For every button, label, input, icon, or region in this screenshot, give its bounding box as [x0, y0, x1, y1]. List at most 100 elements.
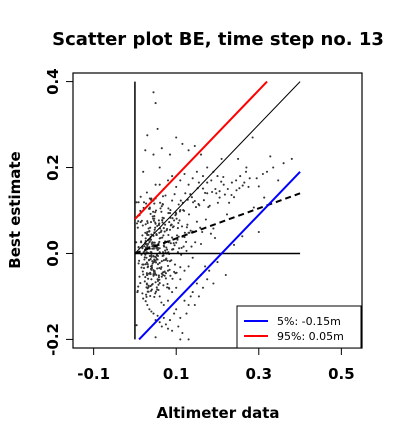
scatter-point [152, 219, 155, 222]
scatter-point [269, 155, 272, 158]
scatter-point [153, 270, 156, 273]
scatter-point [255, 177, 258, 180]
scatter-point [163, 270, 166, 273]
scatter-point [193, 144, 196, 148]
scatter-point [158, 166, 161, 169]
scatter-point [147, 265, 150, 268]
scatter-point [141, 292, 144, 295]
scatter-point [177, 221, 180, 225]
scatter-point [206, 166, 209, 169]
scatter-point [158, 247, 161, 250]
scatter-point [175, 217, 178, 220]
scatter-point [143, 245, 146, 248]
scatter-point [179, 209, 182, 212]
scatter-point [232, 196, 236, 199]
quantile-5-line [138, 171, 301, 341]
scatter-point [142, 263, 145, 266]
scatter-point [282, 162, 285, 165]
scatter-point [193, 199, 196, 203]
scatter-point [142, 297, 145, 300]
scatter-point [218, 196, 221, 199]
scatter-point [150, 278, 153, 281]
y-tick-label: 0.0 [44, 240, 62, 267]
scatter-point [187, 338, 190, 341]
scatter-point [146, 230, 149, 234]
scatter-point [156, 127, 159, 130]
scatter-point [167, 212, 170, 215]
scatter-point [190, 245, 193, 248]
scatter-point [290, 157, 293, 160]
scatter-point [143, 256, 146, 259]
chart-title: Scatter plot BE, time step no. 13 [52, 29, 384, 50]
scatter-point [210, 179, 213, 182]
scatter-point [201, 175, 205, 178]
scatter-point [199, 242, 203, 246]
y-tick-label: 0.4 [44, 68, 62, 95]
scatter-point [213, 236, 217, 240]
identity-line [134, 81, 301, 254]
scatter-point [208, 269, 211, 272]
scatter-point [149, 212, 152, 215]
scatter-point [142, 267, 146, 270]
scatter-point [201, 230, 204, 234]
scatter-point [156, 267, 159, 270]
scatter-point [141, 270, 144, 273]
scatter-point [215, 192, 218, 195]
scatter-point [206, 278, 209, 281]
scatter-point [166, 264, 170, 267]
y-tick-label: -0.2 [44, 323, 62, 356]
scatter-point [175, 212, 178, 215]
x-axis: -0.1 0.1 0.3 0.5 [77, 348, 355, 383]
scatter-point [157, 219, 160, 222]
scatter-point [175, 286, 178, 289]
scatter-point [135, 222, 139, 225]
scatter-point [146, 220, 149, 223]
scatter-point [252, 206, 255, 209]
scatter-point [162, 259, 165, 262]
scatter-point [146, 134, 149, 137]
scatter-point [147, 233, 150, 237]
scatter-point [225, 213, 229, 216]
scatter-point [180, 253, 183, 256]
scatter-point [222, 175, 225, 179]
scatter-point [204, 265, 207, 268]
scatter-point [151, 282, 154, 286]
scatter-point [164, 272, 167, 275]
scatter-point [206, 181, 209, 184]
scatter-point [190, 196, 193, 199]
scatter-point [157, 288, 160, 292]
scatter-point [137, 285, 140, 288]
scatter-point [183, 231, 186, 234]
scatter-point [143, 258, 146, 261]
scatter-point [162, 254, 165, 257]
scatter-point [230, 181, 233, 184]
scatter-point [161, 203, 165, 206]
scatter-point [136, 226, 139, 229]
scatter-point [164, 249, 167, 252]
scatter-point [197, 181, 200, 184]
scatter-point [163, 245, 166, 248]
scatter-point [141, 234, 144, 237]
scatter-point [223, 193, 226, 196]
scatter-point [135, 324, 138, 327]
scatter-point [137, 245, 140, 249]
scatter-point [156, 254, 160, 258]
scatter-point [263, 196, 266, 199]
scatter-point [167, 233, 170, 237]
scatter-point [182, 245, 185, 248]
scatter-point [151, 215, 154, 218]
scatter-point [152, 254, 155, 258]
scatter-point [180, 225, 184, 228]
scatter-point [140, 219, 143, 222]
scatter-point [197, 295, 200, 298]
x-tick-label: 0.3 [245, 365, 272, 383]
scatter-point [154, 102, 157, 105]
x-axis-label: Altimeter data [157, 404, 280, 422]
scatter-point [184, 192, 187, 195]
scatter-point [166, 286, 169, 289]
scatter-point [164, 277, 167, 280]
scatter-point [230, 193, 233, 197]
scatter-point [147, 285, 150, 289]
scatter-point [162, 234, 165, 237]
scatter-point [168, 212, 172, 215]
